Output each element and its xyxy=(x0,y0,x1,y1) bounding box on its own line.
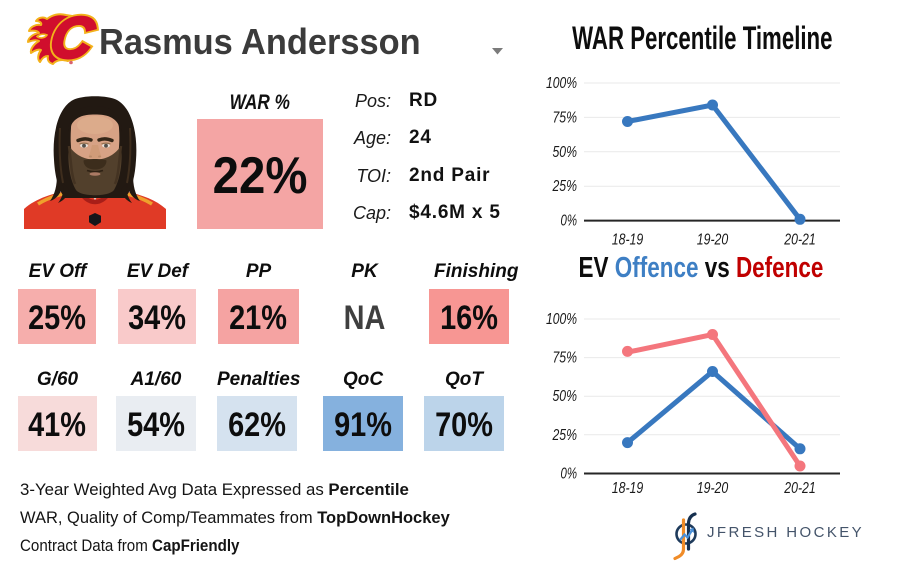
svg-text:75%: 75% xyxy=(553,109,578,126)
svg-text:100%: 100% xyxy=(546,75,577,92)
svg-text:20-21: 20-21 xyxy=(783,232,815,249)
svg-text:18-19: 18-19 xyxy=(612,480,644,497)
svg-text:19-20: 19-20 xyxy=(697,480,729,497)
svg-text:19-20: 19-20 xyxy=(697,232,729,249)
svg-text:100%: 100% xyxy=(546,311,577,328)
svg-text:75%: 75% xyxy=(553,350,578,367)
svg-text:0%: 0% xyxy=(561,466,578,483)
svg-text:20-21: 20-21 xyxy=(783,480,815,497)
svg-text:50%: 50% xyxy=(553,144,578,161)
svg-text:C: C xyxy=(46,8,99,66)
svg-text:18-19: 18-19 xyxy=(612,232,644,249)
svg-text:25%: 25% xyxy=(552,178,577,195)
svg-text:0%: 0% xyxy=(561,213,578,230)
svg-text:25%: 25% xyxy=(552,427,577,444)
svg-text:50%: 50% xyxy=(553,388,578,405)
